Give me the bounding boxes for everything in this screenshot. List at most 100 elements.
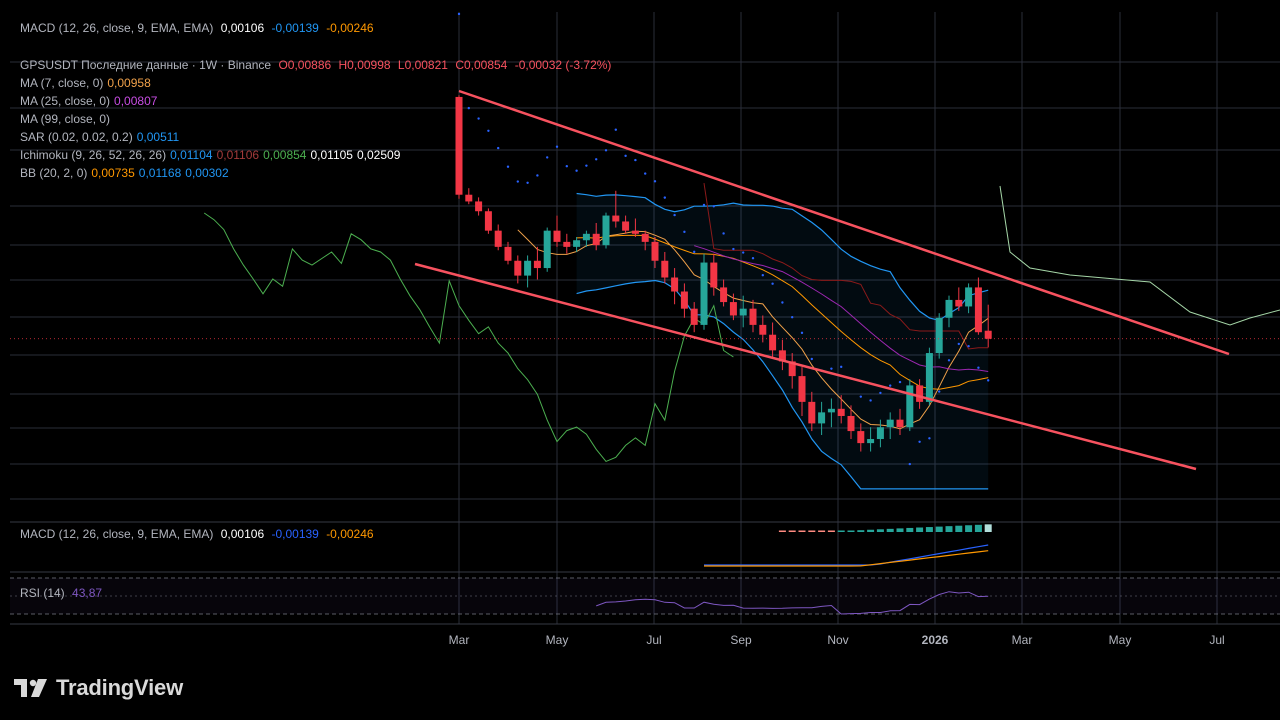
sar-dot	[693, 250, 696, 254]
sar-dot	[722, 232, 725, 235]
candle-body	[955, 299, 963, 307]
macd-line	[704, 544, 989, 566]
sar-dot	[977, 366, 980, 369]
sar-dot	[457, 12, 461, 16]
candle-body	[494, 230, 502, 247]
bb-lower-line	[576, 279, 989, 490]
candle-body	[651, 241, 659, 261]
rsi-pane	[10, 577, 1280, 615]
candle-body	[867, 439, 875, 444]
tradingview-logo[interactable]: TradingView	[14, 675, 183, 701]
candle-body	[524, 260, 532, 276]
candle-body	[680, 291, 688, 309]
candle-body	[729, 302, 737, 316]
macd-signal-line	[704, 550, 989, 567]
rsi-value: 43,87	[72, 586, 103, 600]
candle-body	[827, 408, 835, 413]
indicator-value: 0,01105	[310, 148, 353, 162]
macd-pane	[704, 524, 992, 567]
rsi-pane-legend[interactable]: RSI (14) 43,87	[20, 584, 102, 602]
chart-canvas[interactable]: Mar May Jul Sep Nov 2026 Mar May Jul	[10, 12, 1280, 654]
sar-dot	[771, 282, 774, 285]
indicator-value: 0,02509	[356, 148, 401, 162]
macd-histogram-bar	[974, 524, 982, 532]
candle-body	[739, 308, 747, 316]
indicator-row[interactable]: BB (20, 2, 0) 0,00735 0,01168 0,00302	[20, 164, 611, 182]
candle-body	[876, 427, 884, 440]
candle-body	[514, 260, 522, 276]
indicator-value: 0,00958	[107, 76, 151, 90]
trend-channel[interactable]	[414, 89, 1230, 471]
sar-dot	[830, 367, 833, 370]
macd-value-1: 0,00106	[220, 21, 265, 35]
macd-histogram-bar	[896, 528, 904, 532]
sar-dot	[742, 251, 745, 254]
macd-value-3: -0,00246	[326, 21, 374, 35]
indicator-row[interactable]: MA (99, close, 0)	[20, 110, 611, 128]
top-macd-legend[interactable]: MACD (12, 26, close, 9, EMA, EMA) 0,0010…	[20, 19, 374, 37]
indicator-row[interactable]: MA (7, close, 0) 0,00958	[20, 74, 611, 92]
macd-pane-value-2: -0,00139	[271, 527, 319, 541]
rsi-label: RSI (14)	[20, 586, 65, 600]
macd-histogram-bar	[808, 530, 816, 532]
time-axis-tick-label: Sep	[730, 633, 752, 647]
macd-histogram-bar	[955, 525, 963, 532]
macd-histogram-bar	[857, 530, 865, 532]
sar-dot	[967, 344, 970, 348]
candle-body	[553, 230, 561, 242]
time-axis-tick-label: Nov	[827, 633, 848, 647]
bb-upper-line	[576, 192, 989, 322]
candle-body	[720, 287, 728, 303]
indicator-label: MA (7, close, 0)	[20, 76, 104, 90]
macd-histogram-bar	[965, 525, 973, 532]
candle-body	[484, 211, 492, 231]
sar-dot	[800, 331, 804, 335]
ichimoku-lagging-span	[203, 212, 734, 463]
indicator-row[interactable]: MA (25, close, 0) 0,00807	[20, 92, 611, 110]
trendline-lower	[414, 262, 1197, 471]
candle-body	[700, 262, 708, 325]
sar-dot	[644, 172, 647, 175]
sar-dot	[487, 129, 490, 132]
indicator-label: BB (20, 2, 0)	[20, 166, 88, 180]
indicator-value: 0,01106	[216, 148, 260, 162]
candle-body	[533, 260, 541, 269]
candle-body	[886, 419, 894, 428]
candle-body	[573, 240, 581, 247]
sar-dot	[585, 164, 588, 167]
sar-dot	[595, 158, 598, 161]
indicator-value: 0,00735	[91, 166, 135, 180]
chart-frame[interactable]: Mar May Jul Sep Nov 2026 Mar May Jul	[10, 12, 1280, 654]
candle-body	[602, 215, 610, 246]
ichimoku-future-span	[999, 185, 1280, 326]
macd-histogram-bar	[788, 530, 796, 532]
candle-body	[984, 330, 992, 339]
sar-dot	[673, 213, 676, 217]
candlestick-series	[10, 95, 1280, 452]
sar-dot	[555, 145, 559, 148]
candle-body	[788, 361, 796, 377]
price-legend[interactable]: GPSUSDT Последние данные · 1W · Binance …	[20, 56, 611, 182]
indicator-label: SAR (0.02, 0.02, 0.2)	[20, 130, 133, 144]
sar-dot	[791, 316, 794, 319]
indicator-row[interactable]: SAR (0.02, 0.02, 0.2) 0,00511	[20, 128, 611, 146]
macd-histogram-bar	[847, 530, 855, 532]
macd-pane-legend[interactable]: MACD (12, 26, close, 9, EMA, EMA) 0,0010…	[20, 525, 374, 543]
indicator-row[interactable]: Ichimoku (9, 26, 52, 26, 26) 0,01104 0,011…	[20, 146, 611, 164]
candle-body	[710, 262, 718, 288]
sar-dot	[712, 205, 715, 208]
sar-dot	[477, 117, 480, 120]
sar-dot	[761, 274, 764, 277]
candle-body	[543, 230, 551, 269]
time-axis-tick-label: May	[1109, 633, 1132, 647]
indicator-value: 0,00511	[136, 130, 180, 144]
sar-dot	[653, 180, 657, 183]
candle-body	[916, 385, 924, 402]
close-value: C0,00854	[455, 58, 508, 72]
macd-histogram-bar	[876, 529, 884, 532]
candle-body	[661, 260, 669, 278]
time-axis-tick-label: May	[546, 633, 569, 647]
sar-dot	[536, 174, 539, 177]
sar-dot	[516, 180, 519, 183]
sar-dot	[859, 395, 862, 398]
